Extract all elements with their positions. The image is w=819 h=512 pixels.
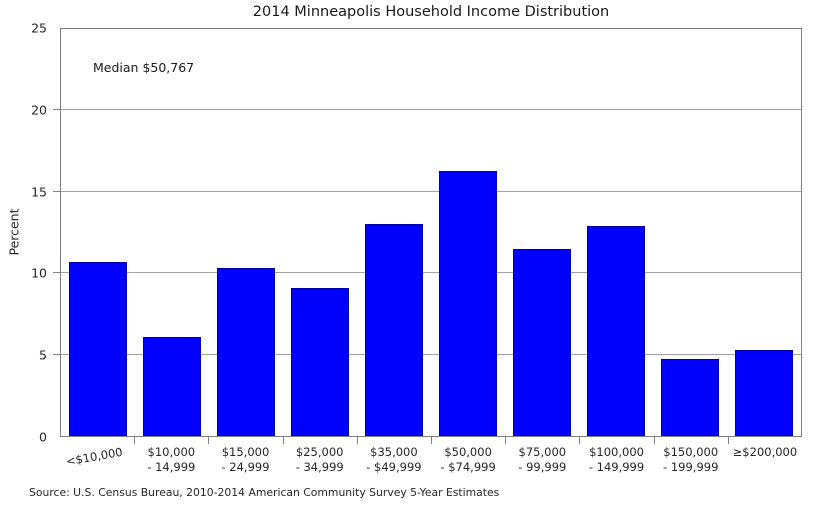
x-tick-label-text: $10,000- 14,999	[147, 445, 196, 474]
x-tick-label-text: $150,000- 199,999	[663, 445, 719, 474]
x-tick-label-2: $10,000- 14,999	[134, 441, 208, 475]
x-tick-label-text: $35,000- $49,999	[366, 445, 422, 474]
bar-10	[735, 349, 793, 436]
bar-3	[217, 268, 275, 436]
y-tick-label: 20	[31, 102, 47, 118]
bar-slot	[727, 29, 801, 436]
gridline	[61, 190, 801, 192]
y-tick-label: 5	[39, 347, 47, 363]
x-tick-mark	[505, 437, 507, 444]
bar-4	[291, 287, 349, 436]
plot-area: Median $50,767	[60, 28, 802, 437]
x-tick-mark	[282, 437, 284, 444]
x-tick-mark	[653, 437, 655, 444]
bar-9	[661, 359, 719, 436]
x-tick-label-10: ≥$200,000	[728, 441, 802, 475]
y-axis: 0 5 10 15 20 25	[0, 21, 60, 445]
x-tick-label-5: $35,000- $49,999	[357, 441, 431, 475]
x-tick-mark	[579, 437, 581, 444]
bars-row	[61, 29, 801, 436]
x-tick-label-7: $75,000- 99,999	[505, 441, 579, 475]
x-tick-label-6: $50,000- $74,999	[431, 441, 505, 475]
x-tick-label-text: ≥$200,000	[732, 445, 798, 459]
bar-slot	[505, 29, 579, 436]
gridline	[61, 272, 801, 274]
bar-slot	[653, 29, 727, 436]
y-tick-mark	[53, 190, 60, 192]
y-tick-mark	[53, 108, 60, 110]
x-tick-mark	[431, 437, 432, 444]
x-tick-label-text: $75,000- 99,999	[518, 445, 567, 474]
bar-slot	[579, 29, 653, 436]
gridline	[61, 353, 801, 355]
y-tick-mark	[53, 354, 60, 356]
source-note: Source: U.S. Census Bureau, 2010-2014 Am…	[29, 486, 500, 499]
median-annotation: Median $50,767	[93, 60, 195, 75]
y-tick-mark	[53, 272, 60, 274]
bar-slot	[61, 29, 135, 436]
bar-slot	[135, 29, 209, 436]
x-tick-mark	[727, 437, 729, 444]
bar-7	[513, 248, 571, 436]
y-tick-label: 10	[31, 265, 47, 281]
y-tick-label: 15	[31, 184, 47, 200]
x-tick-label-text: $15,000- 24,999	[221, 445, 270, 474]
y-tick-label: 25	[31, 20, 47, 36]
bar-slot	[431, 29, 505, 436]
bar-slot	[357, 29, 431, 436]
y-tick-label: 0	[39, 429, 47, 445]
x-tick-label-8: $100,000- 149,999	[579, 441, 653, 475]
x-tick-label-text: <$10,000	[64, 444, 124, 469]
bar-slot	[209, 29, 283, 436]
x-axis-labels: <$10,000 $10,000- 14,999 $15,000- 24,999 $2…	[60, 441, 802, 475]
x-tick-label-text: $25,000- 34,999	[295, 445, 344, 474]
chart-title: 2014 Minneapolis Household Income Distri…	[252, 4, 610, 20]
x-tick-label-1: <$10,000	[60, 441, 134, 475]
x-axis-ticks	[60, 437, 802, 445]
gridline	[61, 109, 801, 111]
x-tick-label-9: $150,000- 199,999	[654, 441, 728, 475]
bar-6	[439, 170, 497, 436]
x-tick-label-4: $25,000- 34,999	[283, 441, 357, 475]
bar-2	[143, 336, 201, 436]
x-tick-mark	[356, 437, 358, 444]
x-tick-label-text: $100,000- 149,999	[588, 445, 645, 474]
bar-1	[69, 261, 127, 436]
x-tick-mark	[208, 437, 210, 444]
bar-slot	[283, 29, 357, 436]
x-tick-label-text: $50,000- $74,999	[440, 445, 496, 474]
x-tick-mark	[134, 437, 136, 444]
x-tick-label-3: $15,000- 24,999	[208, 441, 282, 475]
bar-5	[365, 224, 423, 436]
bar-8	[587, 226, 645, 436]
